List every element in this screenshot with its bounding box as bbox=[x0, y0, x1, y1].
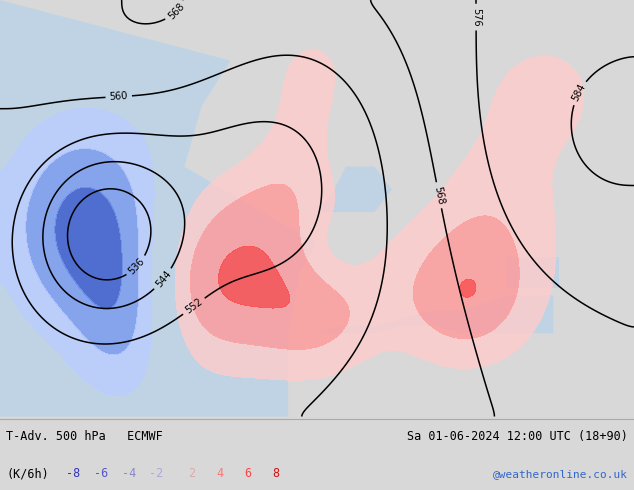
Text: 568: 568 bbox=[432, 185, 446, 205]
Text: 8: 8 bbox=[272, 467, 280, 480]
Text: 560: 560 bbox=[109, 91, 128, 102]
Text: -6: -6 bbox=[94, 467, 108, 480]
Text: -4: -4 bbox=[122, 467, 136, 480]
Text: 576: 576 bbox=[471, 8, 481, 26]
Text: -8: -8 bbox=[66, 467, 80, 480]
Text: 6: 6 bbox=[244, 467, 252, 480]
Text: 568: 568 bbox=[166, 1, 186, 22]
Text: (K/6h): (K/6h) bbox=[6, 467, 49, 480]
Text: 2: 2 bbox=[188, 467, 196, 480]
Text: @weatheronline.co.uk: @weatheronline.co.uk bbox=[493, 469, 628, 479]
Text: Sa 01-06-2024 12:00 UTC (18+90): Sa 01-06-2024 12:00 UTC (18+90) bbox=[407, 430, 628, 443]
Text: 552: 552 bbox=[183, 296, 204, 316]
Text: 584: 584 bbox=[570, 82, 588, 103]
Text: T-Adv. 500 hPa   ECMWF: T-Adv. 500 hPa ECMWF bbox=[6, 430, 163, 443]
Text: 4: 4 bbox=[216, 467, 224, 480]
Text: 544: 544 bbox=[153, 269, 173, 290]
Text: 536: 536 bbox=[127, 256, 147, 276]
Text: -2: -2 bbox=[150, 467, 164, 480]
